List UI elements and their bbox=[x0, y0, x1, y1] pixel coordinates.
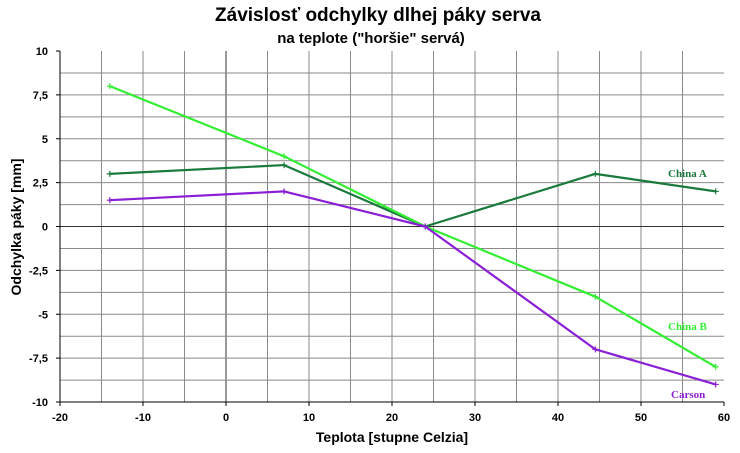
y-tick-label: 2,5 bbox=[33, 178, 48, 190]
y-tick-label: 5 bbox=[42, 134, 48, 146]
data-point bbox=[281, 162, 288, 169]
x-tick-label: 40 bbox=[552, 412, 564, 424]
data-point bbox=[106, 83, 113, 90]
data-point bbox=[592, 346, 599, 353]
x-tick-label: 10 bbox=[303, 412, 315, 424]
x-tick-label: 30 bbox=[469, 412, 481, 424]
series-label-carson: Carson bbox=[671, 389, 705, 401]
data-point bbox=[592, 293, 599, 300]
series-lines bbox=[106, 83, 719, 388]
x-tick-label: 20 bbox=[386, 412, 398, 424]
data-point bbox=[422, 223, 429, 230]
y-tick-label: 0 bbox=[42, 222, 48, 234]
x-axis-label: Teplota [stupne Celzia] bbox=[316, 429, 468, 445]
y-tick-label: 7,5 bbox=[33, 90, 48, 102]
y-tick-label: -7,5 bbox=[29, 353, 48, 365]
y-tick-label: -5 bbox=[38, 309, 48, 321]
x-tick-label: 60 bbox=[718, 412, 730, 424]
y-tick-label: 10 bbox=[36, 46, 48, 58]
series-label-china-b: China B bbox=[668, 321, 707, 333]
x-tick-label: -20 bbox=[52, 412, 68, 424]
chart-title: Závislosť odchylky dlhej páky serva bbox=[215, 5, 541, 26]
data-point bbox=[712, 188, 719, 195]
series-label-china-a: China A bbox=[668, 168, 707, 180]
x-tick-label: 0 bbox=[223, 412, 229, 424]
data-point bbox=[712, 381, 719, 388]
chart-subtitle: na teplote ("horšie" servá) bbox=[277, 30, 465, 47]
x-tick-label: -10 bbox=[135, 412, 151, 424]
y-tick-label: -2,5 bbox=[29, 265, 48, 277]
x-tick-label: 50 bbox=[635, 412, 647, 424]
grid bbox=[59, 51, 724, 403]
data-point bbox=[106, 170, 113, 177]
y-tick-label: -10 bbox=[32, 397, 48, 409]
data-point bbox=[592, 170, 599, 177]
data-point bbox=[281, 188, 288, 195]
data-point bbox=[106, 197, 113, 204]
tick-labels: -20 -10 0 10 20 30 40 50 60 10 7,5 5 2,5 0 -2,5 -5 -7,5 -… bbox=[29, 46, 730, 424]
data-point bbox=[281, 153, 288, 160]
y-axis-label: Odchylka páky [mm] bbox=[8, 159, 24, 296]
data-point bbox=[712, 363, 719, 370]
